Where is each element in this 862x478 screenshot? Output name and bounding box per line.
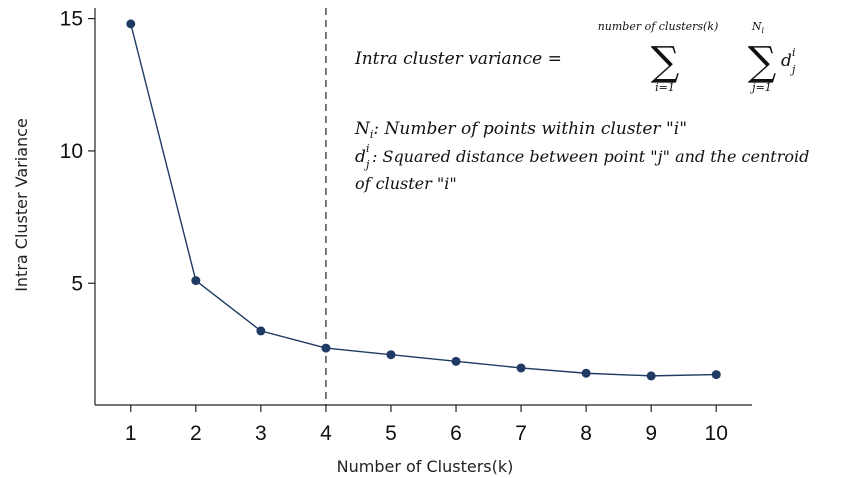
data-point	[516, 363, 526, 373]
definition-d-sup: i	[366, 142, 370, 155]
definition-n-text: : Number of points within cluster "i"	[373, 119, 687, 139]
data-point	[646, 371, 656, 381]
series-line	[130, 23, 717, 377]
data-point	[256, 326, 266, 336]
data-point	[191, 276, 201, 286]
inner-sum-upper-sub: i	[762, 26, 765, 35]
x-tick-label: 9	[645, 422, 657, 445]
data-point	[386, 350, 396, 360]
x-tick-label: 4	[320, 422, 332, 445]
equation-lhs: Intra cluster variance =	[354, 49, 562, 69]
inner-sum-sigma: ∑	[748, 39, 777, 85]
x-tick-label: 10	[705, 422, 728, 445]
x-tick-label: 6	[450, 422, 462, 445]
x-tick-label: 5	[385, 422, 397, 445]
outer-sum-upper: number of clusters(k)	[598, 20, 719, 33]
series-group	[126, 19, 721, 381]
summand-sub: j	[789, 63, 796, 76]
definition-d-sub: j	[363, 158, 370, 171]
y-tick-label: 5	[71, 272, 83, 295]
data-point	[321, 343, 331, 353]
x-tick-label: 2	[190, 422, 202, 445]
definition-d-symbol: d	[355, 147, 366, 167]
x-tick-label: 7	[515, 422, 527, 445]
inner-sum-upper: Ni	[751, 20, 765, 35]
definition-n-symbol: N	[354, 119, 371, 139]
x-tick-label: 8	[580, 422, 592, 445]
inner-sum-upper-n: N	[751, 20, 762, 33]
definition-d-text: : Squared distance between point "j" and…	[372, 147, 809, 166]
data-point	[126, 19, 136, 29]
definition-d-text-cont: of cluster "i"	[355, 174, 457, 193]
data-point	[581, 368, 591, 378]
x-tick-label: 1	[125, 422, 137, 445]
x-tick-label: 3	[255, 422, 267, 445]
axis-ticks: 5 10 15 1 2 3 4 5 6 7 8 9 10	[60, 8, 728, 445]
outer-sum-sigma: ∑	[651, 39, 680, 85]
inner-sum-lower: j=1	[749, 81, 772, 94]
data-point	[711, 370, 721, 380]
y-axis-title: Intra Cluster Variance	[12, 118, 31, 292]
outer-sum-lower: i=1	[655, 81, 675, 94]
y-tick-label: 10	[60, 140, 83, 163]
definition-n-sub: i	[370, 128, 374, 141]
formula-annotation: Intra cluster variance = number of clust…	[354, 20, 809, 193]
definition-n: Ni: Number of points within cluster "i"	[354, 119, 687, 141]
y-tick-label: 15	[60, 8, 83, 31]
x-axis-title: Number of Clusters(k)	[337, 457, 514, 476]
summand-sup: i	[792, 46, 796, 59]
summand-d: d	[781, 51, 792, 71]
data-point	[451, 356, 461, 366]
